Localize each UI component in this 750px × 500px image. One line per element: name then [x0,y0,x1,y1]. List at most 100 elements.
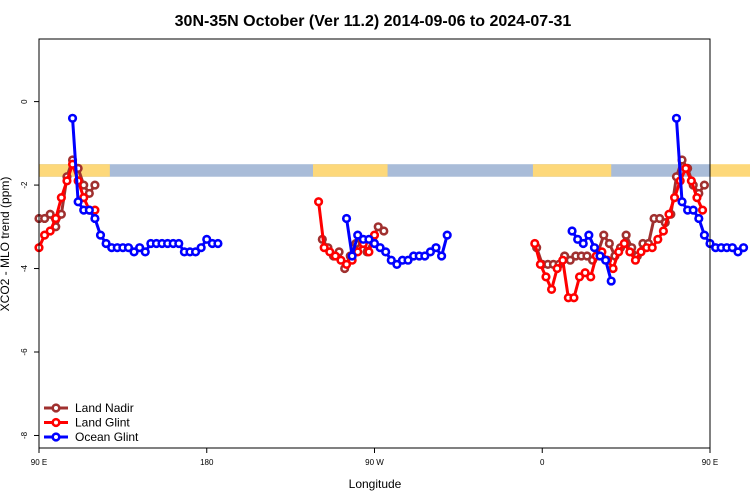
land-glint-point-40 [630,255,641,265]
legend-marker-land-nadir [51,403,61,413]
land-glint-point-52 [697,205,708,215]
land-glint-point-3 [51,213,61,224]
ocean-glint-point-42 [425,247,436,257]
ocean-glint-point-48 [578,238,588,249]
ocean-glint-point-32 [369,238,380,249]
ocean-glint-point-3 [84,205,94,215]
x-axis-label: Longitude [349,477,402,491]
ocean-glint-point-23 [196,243,206,253]
land-glint-point-47 [669,192,680,203]
land-glint-point-4 [56,192,66,203]
legend-label-ocean-glint: Ocean Glint [75,430,139,444]
land-glint-point-46 [664,209,674,219]
ocean-glint-point-41 [420,251,430,261]
land-glint-point-29 [569,293,579,303]
land-glint-point-23 [535,259,545,269]
land-glint-point-26 [552,263,562,274]
land-nadir-point-2 [45,209,55,219]
ocean-glint-point-46 [567,226,577,236]
ocean-glint-point-33 [375,243,385,253]
land-glint-point-44 [653,234,663,244]
x-tick-label-1: 180 [200,458,214,467]
land-nadir-point-53 [699,180,710,190]
ocean-glint-point-53 [606,276,616,286]
land-nadir-point-10 [90,180,100,190]
land-nadir-point-36 [604,238,614,249]
ocean-glint-point-57 [688,205,698,215]
ocean-glint-point-65 [733,247,743,257]
land-glint-point-8 [79,192,89,203]
series-layer [34,113,749,303]
y-tick-label-1: -2 [20,181,29,189]
land-band-segment-1 [312,164,388,177]
land-glint-point-1 [39,230,50,240]
ocean-glint-point-35 [386,255,396,265]
y-tick-label-0: 0 [20,99,29,104]
land-glint-point-12 [319,243,329,253]
land-glint-point-39 [625,247,635,257]
x-axis: 90 E 180 90 W 0 90 E [31,448,718,467]
land-nadir-point-45 [655,213,665,224]
y-axis: 0 -2 -4 -6 -8 [20,99,39,439]
land-glint-point-38 [619,238,629,249]
land-ocean-band [39,164,750,177]
ocean-glint-point-6 [101,238,111,249]
ocean-glint-point-34 [381,247,391,257]
ocean-glint-point-26 [213,238,223,249]
ocean-glint-point-49 [584,230,594,240]
y-axis-label: XCO2 - MLO trend (ppm) [0,177,12,312]
ocean-glint-point-28 [347,251,357,261]
legend-marker-land-glint [51,417,61,428]
land-glint-point-51 [692,192,702,203]
ocean-glint-point-31 [364,234,374,244]
land-glint-line-2 [533,166,704,300]
ocean-glint-point-12 [135,243,145,253]
ocean-glint-point-27 [341,213,352,224]
land-glint-point-25 [546,284,557,295]
ocean-glint-point-19 [174,238,184,249]
x-tick-label-0: 90 E [31,458,47,467]
ocean-glint-point-1 [73,197,83,207]
land-glint-point-41 [636,247,646,257]
ocean-glint-point-4 [90,213,100,224]
chart-title: 30N-35N October (Ver 11.2) 2014-09-06 to… [175,13,572,30]
y-tick-label-4: -8 [20,431,29,439]
x-tick-label-4: 90 E [702,458,718,467]
land-glint-point-31 [580,268,590,278]
ocean-glint-point-38 [403,255,413,265]
land-glint-point-11 [313,197,324,207]
land-glint-point-49 [681,163,691,173]
land-glint-point-27 [558,255,568,265]
ocean-glint-point-11 [129,247,139,257]
ocean-glint-point-52 [601,255,611,265]
land-band-segment-2 [532,164,612,177]
ocean-glint-point-45 [442,230,452,240]
land-glint-point-37 [614,247,624,257]
x-tick-label-3: 0 [540,458,545,467]
y-tick-label-3: -6 [20,348,29,356]
ocean-glint-point-44 [437,251,447,261]
ocean-glint-point-55 [677,197,687,207]
land-nadir-point-9 [84,188,94,199]
land-nadir-point-39 [621,230,631,240]
legend-label-land-nadir: Land Nadir [75,401,134,415]
ocean-glint-point-64 [727,243,737,253]
ocean-glint-point-50 [589,243,600,253]
land-glint-point-24 [541,272,551,282]
ocean-glint-point-36 [392,259,402,269]
legend-label-land-glint: Land Glint [75,416,130,430]
land-glint-point-43 [647,243,657,253]
y-tick-label-2: -4 [20,264,29,272]
ocean-glint-point-5 [95,230,106,240]
land-glint-point-13 [325,247,335,257]
land-glint-point-45 [658,226,669,236]
land-glint-point-21 [369,230,380,240]
ocean-glint-point-66 [738,243,749,253]
land-nadir-point-21 [373,222,383,232]
land-band-segment-3 [710,164,750,177]
land-glint-point-15 [336,255,346,265]
land-glint-point-22 [530,238,540,249]
ocean-glint-point-29 [353,230,363,240]
